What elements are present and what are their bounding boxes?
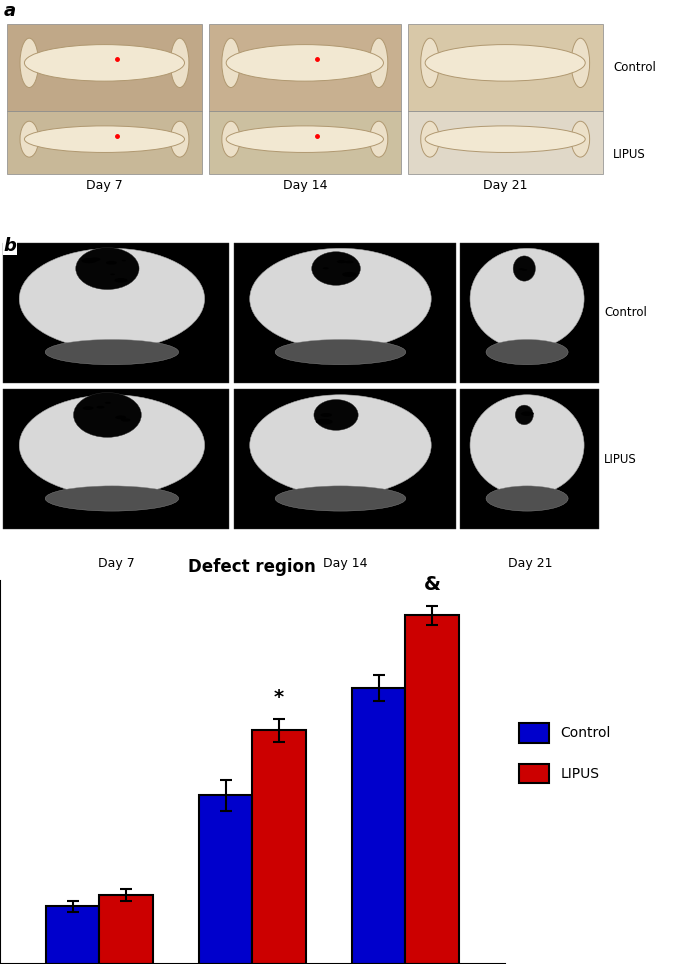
Bar <box>3 389 229 529</box>
Bar <box>406 615 459 964</box>
Ellipse shape <box>571 121 590 157</box>
Ellipse shape <box>122 260 126 261</box>
Ellipse shape <box>470 394 584 495</box>
Ellipse shape <box>425 126 585 152</box>
Ellipse shape <box>250 394 431 495</box>
Bar <box>252 730 306 964</box>
Bar <box>234 389 456 529</box>
Text: LIPUS: LIPUS <box>613 147 646 161</box>
Ellipse shape <box>19 249 205 349</box>
Ellipse shape <box>314 399 358 430</box>
Ellipse shape <box>486 486 568 511</box>
Ellipse shape <box>421 39 439 88</box>
Ellipse shape <box>522 269 527 271</box>
Ellipse shape <box>275 339 406 364</box>
Ellipse shape <box>470 249 584 349</box>
Text: *: * <box>274 688 284 708</box>
Ellipse shape <box>370 39 388 88</box>
Ellipse shape <box>425 44 585 81</box>
Ellipse shape <box>19 394 205 495</box>
Bar <box>408 111 603 174</box>
Ellipse shape <box>222 121 240 157</box>
Text: Day 21: Day 21 <box>483 178 527 192</box>
Ellipse shape <box>76 248 139 289</box>
Ellipse shape <box>115 415 126 419</box>
Text: LIPUS: LIPUS <box>604 453 637 466</box>
Ellipse shape <box>345 260 353 263</box>
Ellipse shape <box>521 412 534 415</box>
Text: Control: Control <box>613 61 656 73</box>
Ellipse shape <box>571 39 590 88</box>
Bar <box>352 688 406 964</box>
Ellipse shape <box>486 339 568 364</box>
Ellipse shape <box>82 258 97 263</box>
Ellipse shape <box>45 486 179 511</box>
Ellipse shape <box>83 406 94 410</box>
Text: a: a <box>3 2 16 20</box>
Bar <box>460 389 599 529</box>
Bar <box>99 895 153 964</box>
Ellipse shape <box>519 268 524 270</box>
Ellipse shape <box>171 121 189 157</box>
Ellipse shape <box>513 255 536 281</box>
Ellipse shape <box>250 249 431 349</box>
Ellipse shape <box>20 121 38 157</box>
Text: Day 21: Day 21 <box>508 557 552 571</box>
Ellipse shape <box>515 405 534 425</box>
Legend: Control, LIPUS: Control, LIPUS <box>512 716 618 790</box>
Ellipse shape <box>171 39 189 88</box>
Ellipse shape <box>45 339 179 364</box>
Bar <box>460 243 599 383</box>
Text: &: & <box>423 575 440 594</box>
Ellipse shape <box>226 126 384 152</box>
Bar <box>199 795 252 964</box>
Bar <box>209 111 401 174</box>
Ellipse shape <box>337 260 346 263</box>
Ellipse shape <box>321 413 332 416</box>
Ellipse shape <box>226 44 384 81</box>
Text: Day 14: Day 14 <box>283 178 327 192</box>
Bar <box>209 24 401 111</box>
Text: Day 7: Day 7 <box>86 178 123 192</box>
Ellipse shape <box>73 392 141 438</box>
Bar <box>408 24 603 111</box>
Ellipse shape <box>114 278 127 282</box>
Text: b: b <box>3 236 16 254</box>
Text: Day 7: Day 7 <box>98 557 135 571</box>
Ellipse shape <box>312 252 360 285</box>
Ellipse shape <box>316 419 332 424</box>
Ellipse shape <box>97 406 104 409</box>
Ellipse shape <box>222 39 240 88</box>
Ellipse shape <box>421 121 439 157</box>
Bar <box>46 906 99 964</box>
Ellipse shape <box>316 418 332 424</box>
Ellipse shape <box>121 418 130 421</box>
Ellipse shape <box>90 257 101 261</box>
Ellipse shape <box>106 261 117 264</box>
Title: Defect region: Defect region <box>188 558 316 576</box>
Ellipse shape <box>370 121 388 157</box>
Text: Control: Control <box>604 307 647 319</box>
Text: Day 14: Day 14 <box>323 557 367 571</box>
Bar <box>7 24 202 111</box>
Ellipse shape <box>25 126 184 152</box>
Ellipse shape <box>275 486 406 511</box>
Ellipse shape <box>323 267 329 269</box>
Ellipse shape <box>110 274 115 275</box>
Ellipse shape <box>20 39 38 88</box>
Ellipse shape <box>342 272 356 277</box>
Bar <box>3 243 229 383</box>
Ellipse shape <box>25 44 184 81</box>
Bar <box>234 243 456 383</box>
Bar <box>7 111 202 174</box>
Ellipse shape <box>105 402 111 404</box>
